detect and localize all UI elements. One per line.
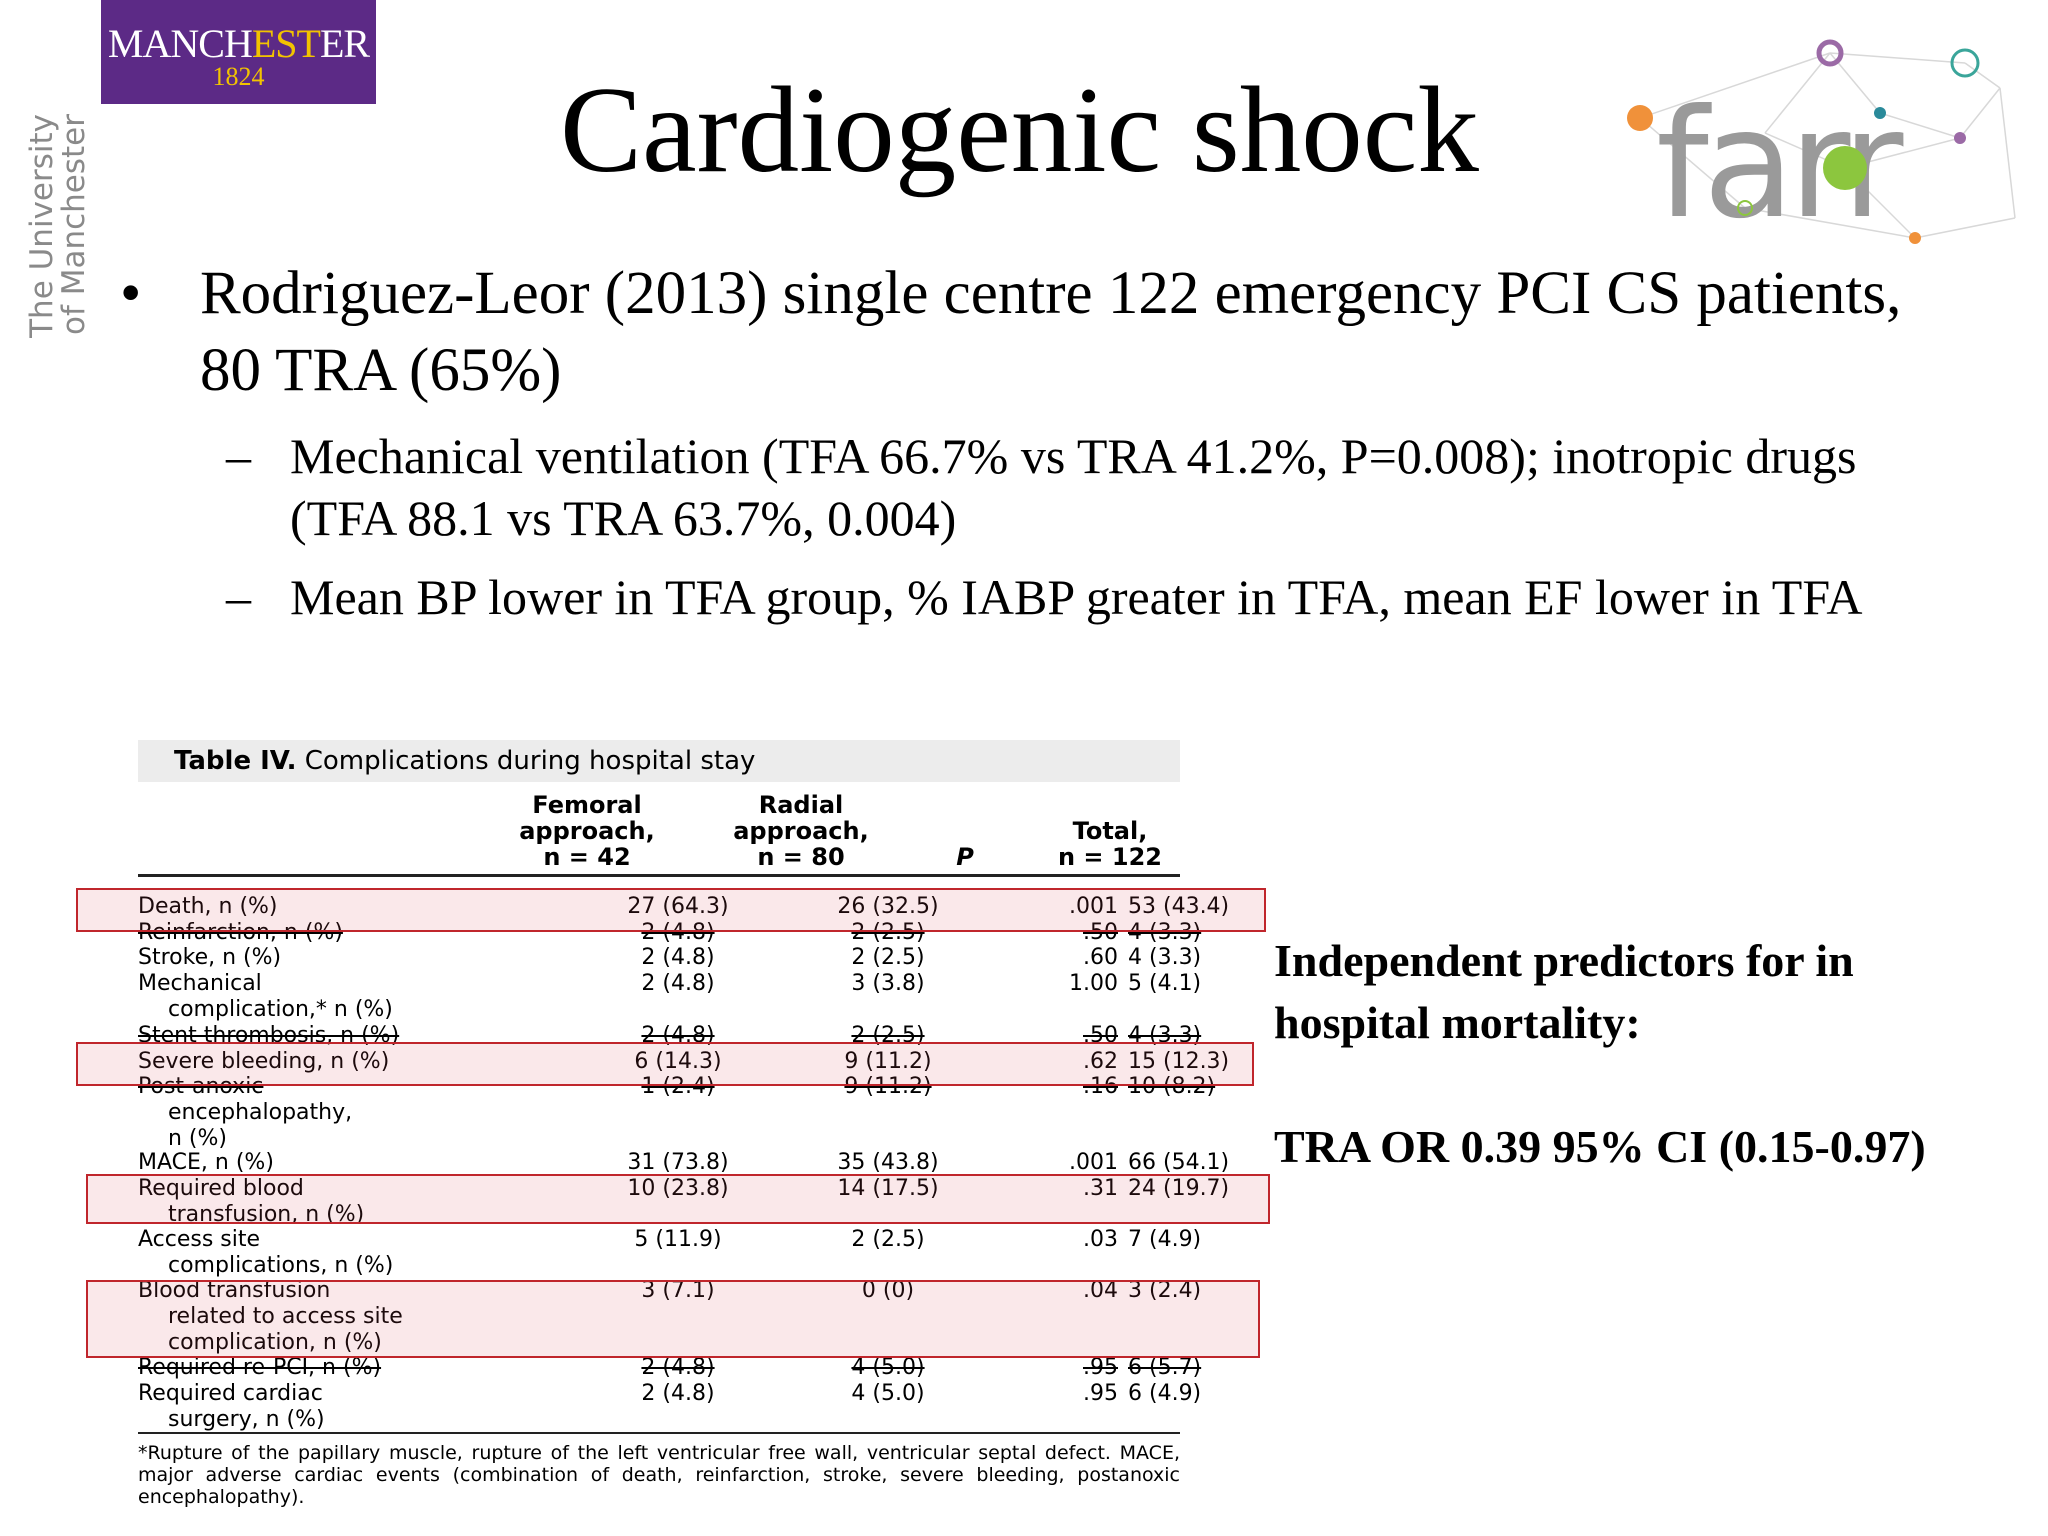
column-header-femoral: Femoral approach, n = 42 <box>519 791 655 871</box>
highlight-bleeding-row <box>76 1042 1254 1086</box>
femoral-value: 10 (23.8) <box>627 1176 729 1201</box>
total-value: 15 (12.3) <box>1128 1049 1230 1074</box>
sub-bullet-dash: – <box>226 428 251 484</box>
uom-logo-year: 1824 <box>212 62 265 91</box>
row-label: Stroke, n (%) <box>138 945 282 970</box>
total-value: 5 (4.1) <box>1128 971 1202 996</box>
femoral-value: 5 (11.9) <box>634 1227 722 1252</box>
radial-value: 2 (2.5) <box>851 1227 925 1252</box>
row-label: Required cardiac surgery, n (%) <box>138 1381 325 1432</box>
femoral-value: 6 (14.3) <box>634 1049 722 1074</box>
total-value: 10 (8.2) <box>1128 1074 1216 1099</box>
predictors-heading: Independent predictors for in hospital m… <box>1274 935 1854 1048</box>
farr-node-teal-ring <box>1950 48 1980 78</box>
row-label: Access site complications, n (%) <box>138 1227 394 1278</box>
row-label: Post-anoxic encephalopathy, n (%) <box>138 1074 353 1151</box>
total-value: 4 (3.3) <box>1128 920 1202 945</box>
farr-node-orange <box>1627 105 1653 131</box>
farr-node-purple <box>1954 132 1966 144</box>
radial-value: 9 (11.2) <box>844 1074 932 1099</box>
row-label: Death, n (%) <box>138 894 278 919</box>
p-value: .50 <box>1083 920 1118 945</box>
row-label: Blood transfusion related to access site c… <box>138 1278 403 1355</box>
row-label: Reinfarction, n (%) <box>138 920 343 945</box>
femoral-value: 2 (4.8) <box>641 1355 715 1380</box>
total-value: 4 (3.3) <box>1128 945 1202 970</box>
farr-node-green-ring <box>1737 200 1753 216</box>
slide-title: Cardiogenic shock <box>560 61 1479 198</box>
radial-value: 2 (2.5) <box>851 945 925 970</box>
total-value: 6 (4.9) <box>1128 1381 1202 1406</box>
farr-wordmark: farr <box>1656 78 1904 252</box>
column-header-radial: Radial approach, n = 80 <box>733 791 869 871</box>
table-rule-top <box>138 874 1180 877</box>
p-value: .62 <box>1083 1049 1118 1074</box>
bullet-text: Rodriguez-Leor (2013) single centre 122 … <box>200 260 1902 404</box>
total-value: 3 (2.4) <box>1128 1278 1202 1303</box>
femoral-value: 1 (2.4) <box>641 1074 715 1099</box>
femoral-value: 2 (4.8) <box>641 920 715 945</box>
university-of-manchester-logo: MANCHESTER 1824 <box>101 0 376 104</box>
total-value: 6 (5.7) <box>1128 1355 1202 1380</box>
p-value: .001 <box>1069 1150 1118 1175</box>
femoral-value: 2 (4.8) <box>641 1381 715 1406</box>
row-label: Mechanical complication,* n (%) <box>138 971 393 1022</box>
p-value: .31 <box>1083 1176 1118 1201</box>
radial-value: 26 (32.5) <box>837 894 939 919</box>
radial-value: 4 (5.0) <box>851 1381 925 1406</box>
bullet-symbol: • <box>120 260 142 327</box>
radial-value: 2 (2.5) <box>851 920 925 945</box>
row-label: Required re-PCI, n (%) <box>138 1355 382 1380</box>
femoral-value: 2 (4.8) <box>641 945 715 970</box>
row-label: Severe bleeding, n (%) <box>138 1049 390 1074</box>
column-header-p: P <box>956 843 974 871</box>
femoral-value: 2 (4.8) <box>641 971 715 996</box>
uom-vertical-wordmark: The University of Manchester <box>24 114 92 338</box>
p-value: 1.00 <box>1069 971 1118 996</box>
radial-value: 3 (3.8) <box>851 971 925 996</box>
uom-logo-name: MANCHESTER <box>107 21 370 66</box>
p-value: .03 <box>1083 1227 1118 1252</box>
column-header-total: Total, n = 122 <box>1057 817 1162 871</box>
p-value: .16 <box>1083 1074 1118 1099</box>
highlight-transfusion-row <box>86 1174 1270 1224</box>
total-value: 24 (19.7) <box>1128 1176 1230 1201</box>
sub-bullet-dash: – <box>226 569 251 625</box>
total-value: 53 (43.4) <box>1128 894 1230 919</box>
p-value: .95 <box>1083 1381 1118 1406</box>
p-value: .60 <box>1083 945 1118 970</box>
highlight-access-transfusion-row <box>86 1280 1260 1358</box>
p-value: .001 <box>1069 894 1118 919</box>
row-label: MACE, n (%) <box>138 1150 274 1175</box>
femoral-value: 27 (64.3) <box>627 894 729 919</box>
radial-value: 9 (11.2) <box>844 1049 932 1074</box>
farr-node-green <box>1823 146 1867 190</box>
farr-node-orange-small <box>1909 232 1921 244</box>
femoral-value: 3 (7.1) <box>641 1278 715 1303</box>
table-rule-bottom <box>138 1432 1180 1434</box>
table-footnote: *Rupture of the papillary muscle, ruptur… <box>138 1442 1180 1508</box>
femoral-value: 31 (73.8) <box>627 1150 729 1175</box>
radial-value: 4 (5.0) <box>851 1355 925 1380</box>
radial-value: 35 (43.8) <box>837 1150 939 1175</box>
highlight-death-row <box>76 888 1266 932</box>
sub-bullet-bp: Mean BP lower in TFA group, % IABP great… <box>290 569 1863 625</box>
farr-logo: farr <box>1627 39 2016 252</box>
farr-node-teal <box>1874 107 1886 119</box>
total-value: 66 (54.1) <box>1128 1150 1230 1175</box>
mortality-predictors: Independent predictors for in hospital m… <box>1274 930 1994 1178</box>
table-title: Table IV. Complications during hospital … <box>138 740 1180 782</box>
farr-node-purple-ring <box>1816 39 1844 67</box>
predictors-result: TRA OR 0.39 95% CI (0.15-0.97) <box>1274 1121 1926 1172</box>
p-value: .04 <box>1083 1278 1118 1303</box>
p-value: .95 <box>1083 1355 1118 1380</box>
sub-bullet-ventilation: Mechanical ventilation (TFA 66.7% vs TRA… <box>290 428 1857 546</box>
total-value: 7 (4.9) <box>1128 1227 1202 1252</box>
radial-value: 0 (0) <box>861 1278 915 1303</box>
radial-value: 14 (17.5) <box>837 1176 939 1201</box>
